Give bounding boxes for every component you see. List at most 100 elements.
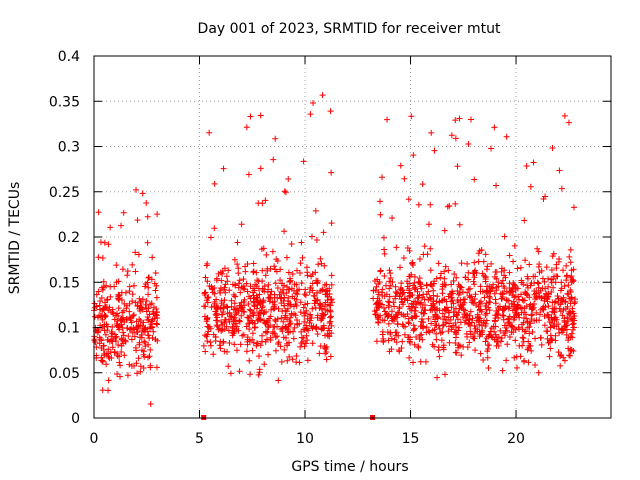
data-point — [228, 297, 235, 304]
data-point — [495, 304, 502, 311]
data-point — [561, 323, 568, 330]
data-point — [253, 340, 260, 347]
data-point — [210, 351, 217, 358]
data-point — [246, 357, 253, 364]
data-point — [274, 323, 281, 330]
data-point — [287, 320, 294, 327]
data-point — [290, 303, 297, 310]
data-point — [289, 271, 296, 278]
y-tick-label: 0.25 — [49, 185, 80, 201]
data-point — [536, 311, 543, 318]
data-point — [252, 281, 259, 288]
data-point — [506, 334, 513, 341]
data-point — [416, 336, 423, 343]
data-point — [106, 304, 113, 311]
data-point — [211, 180, 218, 187]
data-point — [475, 250, 482, 257]
data-point — [471, 329, 478, 336]
data-point — [418, 315, 425, 322]
data-point — [214, 305, 221, 312]
data-point — [567, 259, 574, 266]
data-point — [558, 185, 565, 192]
y-tick-label: 0.2 — [58, 230, 80, 246]
data-point — [411, 341, 418, 348]
data-point — [555, 300, 562, 307]
data-point — [255, 314, 262, 321]
y-tick-label: 0 — [71, 411, 80, 427]
data-point — [425, 221, 432, 228]
data-point — [147, 364, 154, 371]
data-point — [462, 307, 469, 314]
data-point — [262, 272, 269, 279]
data-point — [108, 354, 115, 361]
data-point — [406, 354, 413, 361]
data-point — [439, 310, 446, 317]
data-point — [391, 316, 398, 323]
data-point — [508, 329, 515, 336]
data-point — [275, 339, 282, 346]
data-point — [277, 295, 284, 302]
data-point — [238, 312, 245, 319]
data-point — [535, 284, 542, 291]
data-point — [319, 92, 326, 99]
data-point — [285, 175, 292, 182]
data-point — [125, 333, 132, 340]
data-point — [303, 322, 310, 329]
data-point — [548, 267, 555, 274]
data-point — [513, 353, 520, 360]
data-point — [372, 278, 379, 285]
data-point — [522, 328, 529, 335]
data-point — [437, 330, 444, 337]
x-tick-label: 15 — [402, 431, 420, 447]
data-point — [436, 325, 443, 332]
data-point — [141, 283, 148, 290]
data-point — [204, 299, 211, 306]
data-point — [287, 314, 294, 321]
data-point — [467, 328, 474, 335]
data-point — [251, 287, 258, 294]
data-point — [244, 334, 251, 341]
data-point — [454, 316, 461, 323]
data-point — [312, 207, 319, 214]
data-point — [459, 289, 466, 296]
data-point — [431, 278, 438, 285]
data-point — [242, 268, 249, 275]
data-point — [498, 265, 505, 272]
x-tick-label: 20 — [507, 431, 525, 447]
data-point — [445, 267, 452, 274]
data-point — [558, 285, 565, 292]
data-point — [373, 283, 380, 290]
data-point — [259, 286, 266, 293]
data-point — [219, 321, 226, 328]
data-point — [471, 176, 478, 183]
data-point — [503, 296, 510, 303]
data-point — [105, 387, 112, 394]
data-point — [483, 335, 490, 342]
data-point — [286, 301, 293, 308]
data-point — [116, 359, 123, 366]
data-point — [129, 298, 136, 305]
data-point — [465, 286, 472, 293]
data-point — [465, 140, 472, 147]
data-point — [408, 113, 415, 120]
data-point — [131, 282, 138, 289]
data-point — [277, 343, 284, 350]
data-point — [563, 331, 570, 338]
data-point — [400, 289, 407, 296]
data-point — [481, 294, 488, 301]
data-point — [535, 369, 542, 376]
data-point — [567, 348, 574, 355]
data-point — [304, 357, 311, 364]
data-point — [434, 293, 441, 300]
data-point — [392, 295, 399, 302]
data-point — [486, 299, 493, 306]
data-point — [402, 295, 409, 302]
data-point — [454, 287, 461, 294]
data-point — [116, 326, 123, 333]
data-point — [410, 327, 417, 334]
data-point — [322, 350, 329, 357]
data-point — [228, 303, 235, 310]
data-point — [111, 316, 118, 323]
data-point — [386, 278, 393, 285]
data-point — [429, 307, 436, 314]
